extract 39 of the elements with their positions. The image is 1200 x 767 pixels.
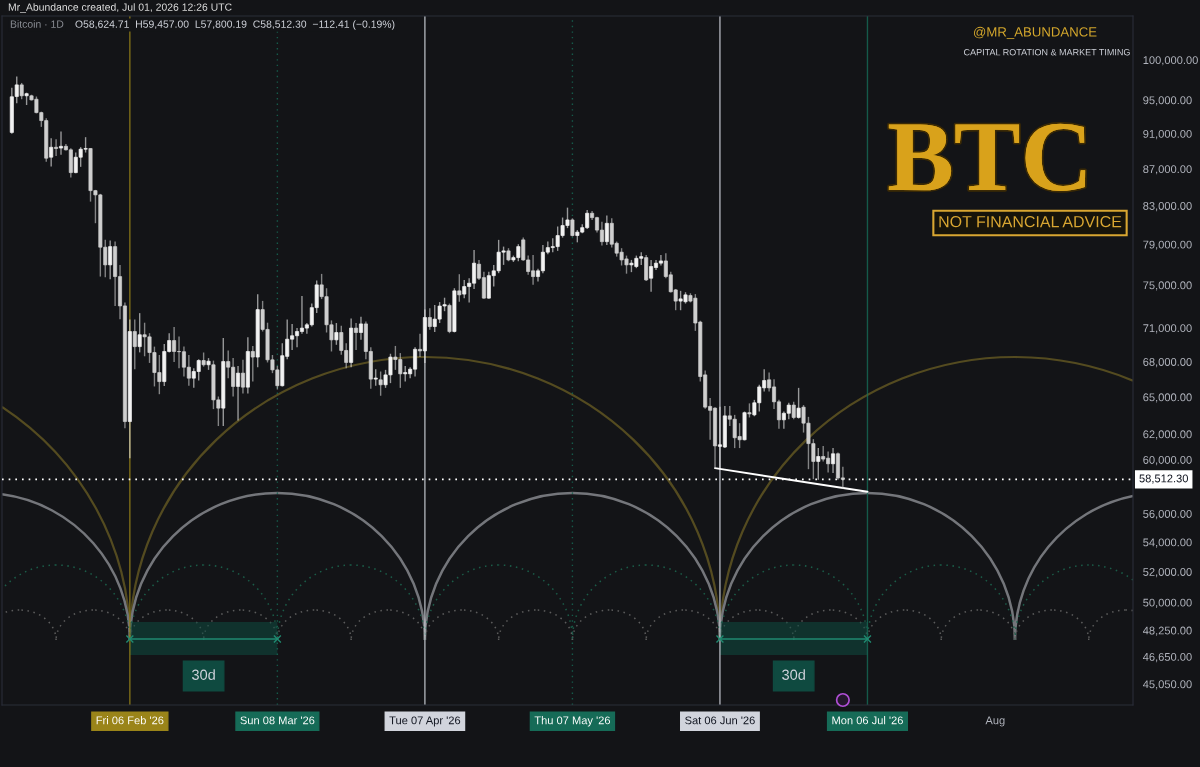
annotation: CAPITAL ROTATION & MARKET TIMING <box>964 49 1130 56</box>
y-tick-label: 75,000.00 <box>1143 281 1192 291</box>
candlestick <box>658 254 663 267</box>
x-tick-label: Thu 07 May '26 <box>534 716 611 727</box>
y-tick-label: 83,000.00 <box>1143 202 1192 212</box>
y-tick-label: 45,050.00 <box>1142 680 1192 690</box>
chart-subtitle: O58,624.71 H59,457.00 L57,800.19 C58,512.30 −112.41 (−0.19%) <box>75 20 395 30</box>
text: Mr_Abundance created, Jul 01, 2026 12:26 UTC <box>8 3 232 13</box>
candlestick <box>644 254 649 282</box>
y-tick-label: 91,000.00 <box>1143 129 1192 140</box>
y-tick-label: 50,000.00 <box>1143 598 1192 608</box>
x-tick-label: Sun 08 Mar '26 <box>240 716 315 725</box>
ref-line-label: 58,512.30 <box>1139 474 1188 484</box>
y-tick-label: 71,000.00 <box>1143 324 1192 334</box>
y-tick-label: 87,000.00 <box>1143 165 1192 175</box>
x-tick-label: Fri 06 Feb '26 <box>96 716 164 725</box>
annotation: BTC <box>888 123 1086 192</box>
y-tick-label: 48,250.00 <box>1142 626 1192 636</box>
y-tick-label: 62,000.00 <box>1143 430 1192 440</box>
annotation: @MR_ABUNDANCE <box>973 26 1097 40</box>
annotation: NOT FINANCIAL ADVICE <box>939 215 1122 228</box>
y-tick-label: 100,000.00 <box>1143 56 1198 66</box>
x-tick-label: Sat 06 Jun '26 <box>685 716 755 725</box>
x-tick-label: Tue 07 Apr '26 <box>389 716 461 727</box>
y-tick-label: 79,000.00 <box>1143 240 1192 250</box>
band-label: 30d <box>782 669 805 680</box>
band-label: 30d <box>192 669 215 680</box>
x-tick-label: Mon 06 Jul '26 <box>832 716 903 725</box>
y-tick-label: 68,000.00 <box>1143 358 1192 368</box>
y-tick-label: 65,000.00 <box>1143 393 1192 403</box>
y-tick-label: 60,000.00 <box>1143 456 1192 466</box>
chart-title: Bitcoin · 1D <box>10 20 64 28</box>
candlestick <box>54 138 59 157</box>
y-tick-label: 56,000.00 <box>1143 510 1192 520</box>
y-tick-label: 52,000.00 <box>1143 568 1192 578</box>
y-tick-label: 95,000.00 <box>1143 96 1192 106</box>
y-tick-label: 54,000.00 <box>1143 538 1192 548</box>
y-tick-label: 46,650.00 <box>1142 653 1192 663</box>
x-tick-label: Aug <box>985 716 1005 727</box>
